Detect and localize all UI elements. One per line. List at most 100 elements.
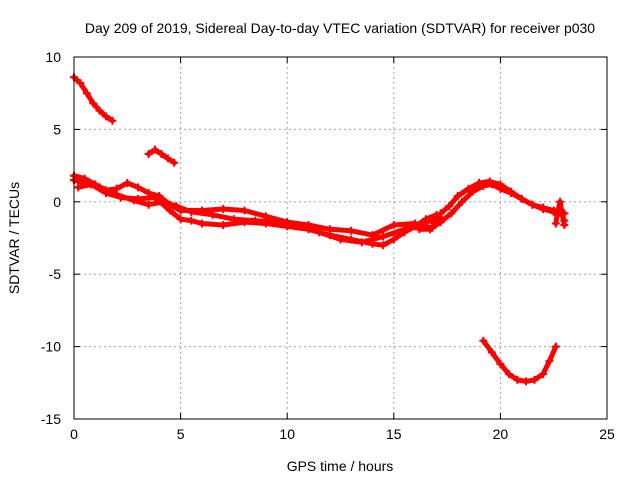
data-point (389, 220, 398, 229)
data-point (80, 178, 89, 187)
data-point (428, 218, 437, 227)
data-point (187, 207, 196, 216)
data-point (95, 183, 104, 192)
data-points (70, 73, 569, 386)
data-point (447, 209, 456, 218)
data-point (112, 190, 121, 199)
data-point (123, 178, 132, 187)
series-arc-9 (479, 336, 560, 386)
data-point (507, 187, 516, 196)
data-point (336, 235, 345, 244)
data-point (240, 206, 249, 215)
data-point (144, 150, 153, 159)
data-point (415, 225, 424, 234)
data-point (172, 202, 181, 211)
x-tick-label: 5 (177, 426, 185, 442)
data-point (229, 215, 238, 224)
data-point (133, 183, 142, 192)
data-point (129, 196, 138, 205)
data-point (545, 357, 554, 366)
data-point (475, 178, 484, 187)
data-point (157, 150, 166, 159)
data-point (74, 183, 83, 192)
data-point (458, 197, 467, 206)
series-trace (480, 338, 559, 384)
data-point (496, 180, 505, 189)
data-point (76, 79, 85, 88)
y-tick-label: 10 (45, 49, 61, 65)
data-point (539, 205, 548, 214)
series-arc-2 (144, 145, 179, 167)
data-point (357, 238, 366, 247)
data-point (389, 235, 398, 244)
data-point (551, 219, 560, 228)
data-point (108, 116, 117, 125)
y-tick-label: 5 (53, 121, 61, 137)
data-point (165, 206, 174, 215)
data-point (528, 200, 537, 209)
data-point (208, 210, 217, 219)
data-point (95, 106, 104, 115)
data-point (170, 158, 179, 167)
data-point (347, 226, 356, 235)
series-arc-7 (428, 177, 569, 227)
series-arc-8 (551, 197, 569, 229)
data-point (556, 197, 565, 206)
series-arc-1 (70, 73, 117, 125)
data-point (144, 200, 153, 209)
x-tick-label: 0 (70, 426, 78, 442)
data-point (521, 377, 530, 386)
data-point (163, 154, 172, 163)
x-axis-label: GPS time / hours (287, 458, 394, 474)
data-point (219, 220, 228, 229)
data-point (453, 192, 462, 201)
x-tick-label: 10 (279, 426, 295, 442)
data-point (315, 228, 324, 237)
data-point (496, 359, 505, 368)
data-point (464, 184, 473, 193)
data-point (89, 99, 98, 108)
data-point (379, 232, 388, 241)
data-point (82, 89, 91, 98)
chart-title: Day 209 of 2019, Sidereal Day-to-day VTE… (85, 20, 595, 36)
data-point (436, 218, 445, 227)
data-point (558, 209, 567, 218)
data-point (445, 202, 454, 211)
data-point (436, 209, 445, 218)
data-point (151, 145, 160, 154)
data-point (504, 370, 513, 379)
data-point (551, 342, 560, 351)
data-point (479, 336, 488, 345)
data-point (159, 197, 168, 206)
data-point (151, 193, 160, 202)
data-point (176, 215, 185, 224)
y-axis-label: SDTVAR / TECUs (6, 182, 22, 294)
data-point (426, 225, 435, 234)
data-point (101, 112, 110, 121)
x-tick-label: 15 (386, 426, 402, 442)
plot-frame (73, 56, 608, 420)
data-point (187, 216, 196, 225)
y-tick-label: -5 (49, 266, 62, 282)
data-point (517, 194, 526, 203)
y-tick-label: 0 (53, 194, 61, 210)
data-point (251, 216, 260, 225)
data-point (553, 206, 562, 215)
data-point (539, 370, 548, 379)
data-point (272, 218, 281, 227)
data-point (485, 177, 494, 186)
x-tick-label: 20 (493, 426, 509, 442)
data-point (560, 220, 569, 229)
data-point (379, 241, 388, 250)
series-arc-5 (70, 176, 445, 247)
data-point (400, 225, 409, 234)
data-point (219, 205, 228, 214)
data-point (293, 222, 302, 231)
data-point (530, 375, 539, 384)
data-point (487, 348, 496, 357)
data-point (197, 219, 206, 228)
y-tick-label: -15 (41, 411, 61, 427)
